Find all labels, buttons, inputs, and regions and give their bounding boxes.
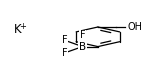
Text: F: F <box>80 30 85 40</box>
Text: F: F <box>62 35 67 45</box>
Text: OH: OH <box>127 22 142 32</box>
Text: +: + <box>19 22 26 31</box>
Text: K: K <box>14 23 21 36</box>
Text: F: F <box>62 48 67 58</box>
Text: B: B <box>79 42 86 52</box>
